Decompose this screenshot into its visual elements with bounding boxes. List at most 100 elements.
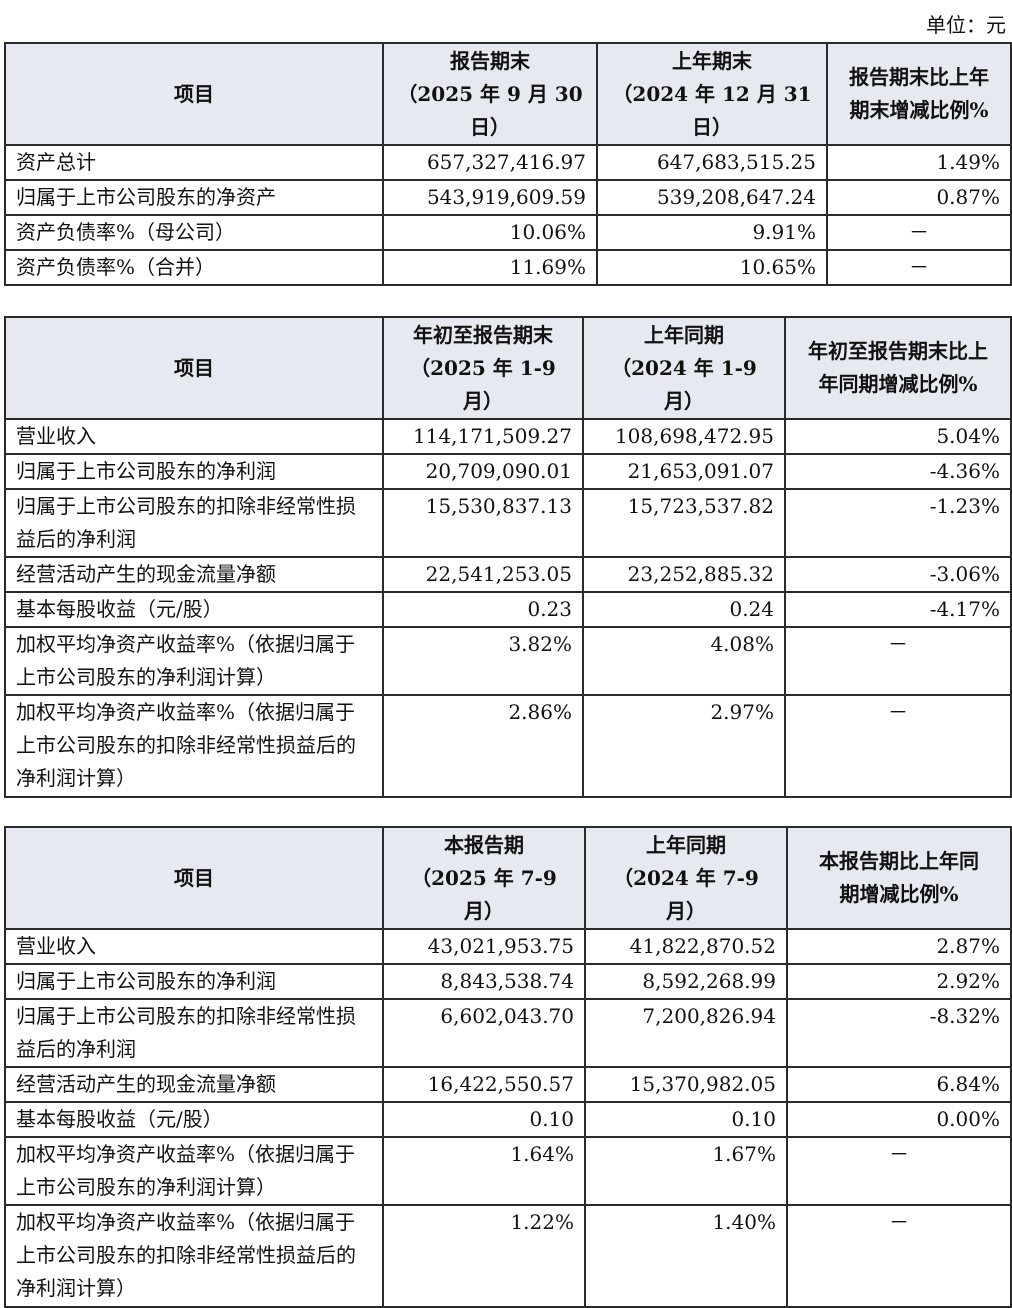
change-value: 2.87% bbox=[786, 928, 1012, 965]
header-current-period: 报告期末 （2025 年 9 月 30 日） bbox=[382, 42, 598, 146]
table-row: 基本每股收益（元/股） 0.10 0.10 0.00% bbox=[4, 1101, 1012, 1138]
current-value: 1.22% bbox=[382, 1204, 586, 1308]
header-line: 年同期增减比例% bbox=[818, 372, 978, 396]
header-line: 年初至报告期末比上 bbox=[808, 339, 988, 363]
prior-value: 41,822,870.52 bbox=[584, 928, 788, 965]
row-label: 归属于上市公司股东的扣除非经常性损益后的净利润 bbox=[4, 488, 384, 558]
current-value: 114,171,509.27 bbox=[382, 418, 584, 455]
table-row: 营业收入 114,171,509.27 108,698,472.95 5.04% bbox=[4, 418, 1012, 455]
header-line: 上年同期 bbox=[646, 832, 726, 857]
current-value: 43,021,953.75 bbox=[382, 928, 586, 965]
row-label: 资产总计 bbox=[4, 144, 384, 181]
balance-sheet-table: 项目 报告期末 （2025 年 9 月 30 日） 上年期末 （2024 年 12 月 3… bbox=[4, 42, 1012, 286]
row-label: 营业收入 bbox=[4, 928, 384, 965]
header-line: 报告期末比上年 bbox=[849, 65, 989, 89]
header-line: （2024 年 12 月 31 bbox=[612, 81, 812, 106]
header-item: 项目 bbox=[4, 826, 384, 930]
change-value: -4.36% bbox=[784, 453, 1012, 490]
prior-value: 15,723,537.82 bbox=[582, 488, 786, 558]
change-value: -8.32% bbox=[786, 998, 1012, 1068]
header-line: 项目 bbox=[174, 81, 214, 106]
prior-value: 15,370,982.05 bbox=[584, 1066, 788, 1103]
header-row: 项目 年初至报告期末 （2025 年 1-9 月） 上年同期 （2024 年 1-9 月）年… bbox=[4, 316, 1012, 420]
row-label: 加权平均净资产收益率%（依据归属于上市公司股东的净利润计算） bbox=[4, 626, 384, 696]
header-line: 本报告期 bbox=[444, 832, 524, 857]
row-label: 经营活动产生的现金流量净额 bbox=[4, 556, 384, 593]
change-value: 1.49% bbox=[826, 144, 1012, 181]
header-line: （2025 年 9 月 30 bbox=[397, 81, 583, 106]
current-value: 16,422,550.57 bbox=[382, 1066, 586, 1103]
row-label: 资产负债率%（合并） bbox=[4, 249, 384, 286]
table-row: 营业收入 43,021,953.75 41,822,870.52 2.87% bbox=[4, 928, 1012, 965]
row-label: 归属于上市公司股东的扣除非经常性损益后的净利润 bbox=[4, 998, 384, 1068]
header-prior-period: 上年同期 （2024 年 1-9 月） bbox=[582, 316, 786, 420]
change-value: 2.92% bbox=[786, 963, 1012, 1000]
header-line: （2025 年 1-9 bbox=[410, 355, 556, 380]
prior-value: 539,208,647.24 bbox=[596, 179, 828, 216]
unit-label: 单位：元 bbox=[926, 13, 1006, 37]
header-line: 月） bbox=[463, 388, 503, 413]
prior-value: 21,653,091.07 bbox=[582, 453, 786, 490]
table-row: 归属于上市公司股东的扣除非经常性损益后的净利润 6,602,043.70 7,200… bbox=[4, 998, 1012, 1068]
current-value: 10.06% bbox=[382, 214, 598, 251]
table-row: 经营活动产生的现金流量净额 16,422,550.57 15,370,982.05 6… bbox=[4, 1066, 1012, 1103]
header-change-ratio: 报告期末比上年 期末增减比例% bbox=[826, 42, 1012, 146]
prior-value: 10.65% bbox=[596, 249, 828, 286]
table-row: 经营活动产生的现金流量净额 22,541,253.05 23,252,885.32-… bbox=[4, 556, 1012, 593]
header-line: 上年期末 bbox=[672, 48, 752, 73]
table-row: 资产总计 657,327,416.97 647,683,515.25 1.49% bbox=[4, 144, 1012, 181]
header-line: 项目 bbox=[174, 865, 214, 890]
header-item: 项目 bbox=[4, 316, 384, 420]
current-value: 8,843,538.74 bbox=[382, 963, 586, 1000]
header-line: （2024 年 7-9 bbox=[613, 865, 759, 890]
prior-value: 9.91% bbox=[596, 214, 828, 251]
header-current-period: 年初至报告期末 （2025 年 1-9 月） bbox=[382, 316, 584, 420]
ytd-income-table: 项目 年初至报告期末 （2025 年 1-9 月） 上年同期 （2024 年 1-9 月）年… bbox=[4, 316, 1012, 798]
header-change-ratio: 年初至报告期末比上 年同期增减比例% bbox=[784, 316, 1012, 420]
change-value: － bbox=[826, 214, 1012, 251]
table-row: 加权平均净资产收益率%（依据归属于上市公司股东的净利润计算） 1.64% 1.67%… bbox=[4, 1136, 1012, 1206]
table-row: 归属于上市公司股东的净利润 8,843,538.74 8,592,268.99 2.9… bbox=[4, 963, 1012, 1000]
header-line: 月） bbox=[664, 388, 704, 413]
header-prior-period: 上年期末 （2024 年 12 月 31 日） bbox=[596, 42, 828, 146]
row-label: 加权平均净资产收益率%（依据归属于上市公司股东的扣除非经常性损益后的净利润计算） bbox=[4, 1204, 384, 1308]
prior-value: 1.40% bbox=[584, 1204, 788, 1308]
row-label: 归属于上市公司股东的净资产 bbox=[4, 179, 384, 216]
header-prior-period: 上年同期 （2024 年 7-9 月） bbox=[584, 826, 788, 930]
current-value: 15,530,837.13 bbox=[382, 488, 584, 558]
header-row: 项目 本报告期 （2025 年 7-9 月） 上年同期 （2024 年 7-9 月） 本报告期… bbox=[4, 826, 1012, 930]
header-line: 上年同期 bbox=[644, 322, 724, 347]
change-value: － bbox=[784, 694, 1012, 798]
header-line: 期末增减比例% bbox=[849, 98, 989, 122]
table-row: 加权平均净资产收益率%（依据归属于上市公司股东的净利润计算） 3.82% 4.08%… bbox=[4, 626, 1012, 696]
change-value: -3.06% bbox=[784, 556, 1012, 593]
table-row: 加权平均净资产收益率%（依据归属于上市公司股东的扣除非经常性损益后的净利润计算）… bbox=[4, 694, 1012, 798]
prior-value: 4.08% bbox=[582, 626, 786, 696]
header-line: 月） bbox=[464, 898, 504, 923]
prior-value: 0.10 bbox=[584, 1101, 788, 1138]
change-value: 6.84% bbox=[786, 1066, 1012, 1103]
change-value: -1.23% bbox=[784, 488, 1012, 558]
prior-value: 8,592,268.99 bbox=[584, 963, 788, 1000]
row-label: 营业收入 bbox=[4, 418, 384, 455]
prior-value: 23,252,885.32 bbox=[582, 556, 786, 593]
row-label: 资产负债率%（母公司） bbox=[4, 214, 384, 251]
row-label: 基本每股收益（元/股） bbox=[4, 591, 384, 628]
header-change-ratio: 本报告期比上年同 期增减比例% bbox=[786, 826, 1012, 930]
prior-value: 1.67% bbox=[584, 1136, 788, 1206]
header-line: 本报告期比上年同 bbox=[819, 849, 979, 873]
prior-value: 0.24 bbox=[582, 591, 786, 628]
table-row: 归属于上市公司股东的净资产 543,919,609.59 539,208,647.2… bbox=[4, 179, 1012, 216]
table-row: 加权平均净资产收益率%（依据归属于上市公司股东的扣除非经常性损益后的净利润计算）… bbox=[4, 1204, 1012, 1308]
header-line: （2024 年 1-9 bbox=[611, 355, 757, 380]
quarter-income-table: 项目 本报告期 （2025 年 7-9 月） 上年同期 （2024 年 7-9 月） 本报告期… bbox=[4, 826, 1012, 1308]
prior-value: 647,683,515.25 bbox=[596, 144, 828, 181]
current-value: 3.82% bbox=[382, 626, 584, 696]
header-line: 月） bbox=[666, 898, 706, 923]
row-label: 经营活动产生的现金流量净额 bbox=[4, 1066, 384, 1103]
row-label: 加权平均净资产收益率%（依据归属于上市公司股东的扣除非经常性损益后的净利润计算） bbox=[4, 694, 384, 798]
change-value: － bbox=[826, 249, 1012, 286]
current-value: 1.64% bbox=[382, 1136, 586, 1206]
table-row: 资产负债率%（合并） 11.69% 10.65% － bbox=[4, 249, 1012, 286]
current-value: 0.10 bbox=[382, 1101, 586, 1138]
